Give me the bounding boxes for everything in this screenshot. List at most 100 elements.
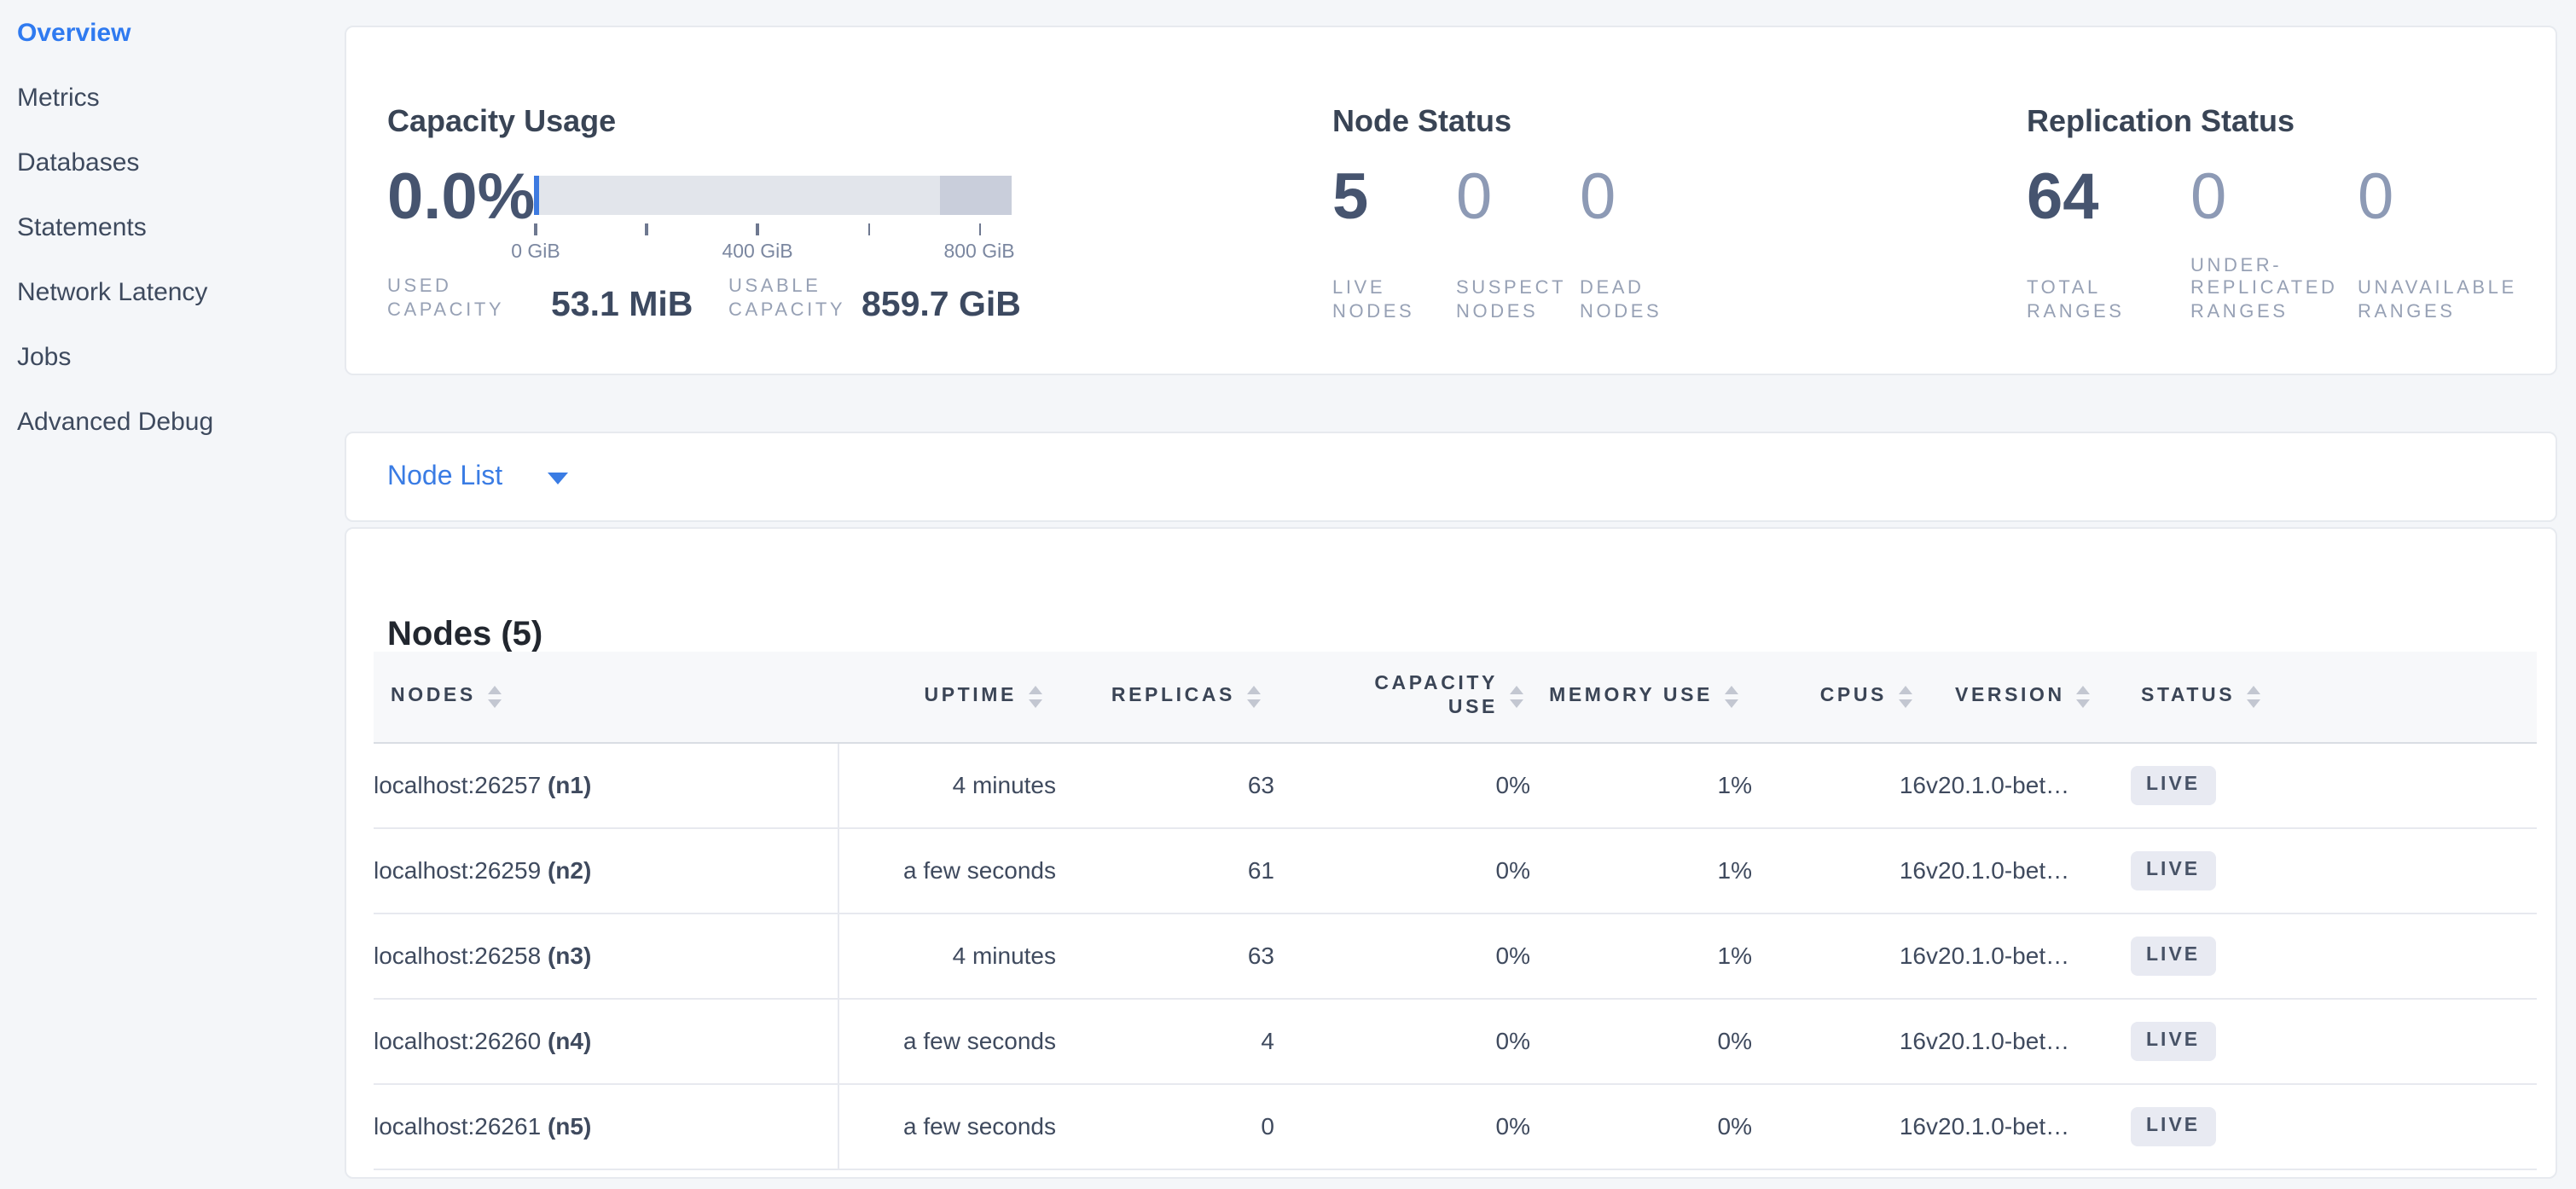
column-header-capacity-use[interactable]: CAPACITY USE	[1274, 652, 1530, 743]
replicas-cell: 0	[1056, 1083, 1274, 1169]
cpus-cell: 16	[1752, 913, 1926, 999]
node-id: (n3)	[547, 942, 592, 969]
cpus-cell: 16	[1752, 1083, 1926, 1169]
sidebar-item-overview[interactable]: Overview	[0, 0, 345, 65]
column-header-replicas[interactable]: REPLICAS	[1056, 652, 1274, 743]
node-address-cell[interactable]: localhost:26257 (n1)	[374, 742, 838, 828]
suspect-nodes-value: 0	[1456, 162, 1493, 234]
memory-use-cell: 1%	[1530, 742, 1752, 828]
sort-arrows-icon	[487, 686, 502, 707]
sidebar-item-jobs[interactable]: Jobs	[0, 324, 345, 389]
table-row: localhost:26257 (n1) 4 minutes 63 0% 1% …	[374, 742, 2537, 828]
sidebar-item-databases[interactable]: Databases	[0, 130, 345, 194]
node-host: localhost:26259	[374, 856, 542, 884]
capacity-use-cell: 0%	[1274, 998, 1530, 1084]
nodes-table-title: Nodes (5)	[387, 615, 543, 653]
total-ranges-stat: 64 TOTAL RANGES	[2027, 162, 2190, 324]
node-address-cell[interactable]: localhost:26259 (n2)	[374, 827, 838, 914]
node-list-dropdown[interactable]: Node List	[387, 461, 568, 492]
column-header-nodes[interactable]: NODES	[374, 652, 838, 743]
uptime-cell: 4 minutes	[837, 913, 1056, 999]
capacity-gauge-other-segment	[940, 176, 1012, 215]
memory-use-cell: 0%	[1530, 1083, 1752, 1169]
status-badge: LIVE	[2131, 765, 2216, 804]
table-row: localhost:26260 (n4) a few seconds 4 0% …	[374, 998, 2537, 1084]
uptime-cell: a few seconds	[837, 998, 1056, 1084]
capacity-use-cell: 0%	[1274, 913, 1530, 999]
capacity-use-cell: 0%	[1274, 827, 1530, 914]
version-cell: v20.1.0-bet…	[1926, 742, 2131, 828]
version-cell: v20.1.0-bet…	[1926, 913, 2131, 999]
sidebar-item-label: Jobs	[17, 342, 72, 371]
live-nodes-stat: 5 LIVE NODES	[1332, 162, 1456, 324]
sidebar-item-network-latency[interactable]: Network Latency	[0, 259, 345, 324]
memory-use-cell: 0%	[1530, 998, 1752, 1084]
capacity-used-percent: 0.0%	[387, 162, 536, 234]
cluster-summary-card: Capacity Usage 0.0% 0 GiB 400 GiB 800 Gi…	[345, 26, 2557, 375]
uptime-cell: a few seconds	[837, 827, 1056, 914]
version-cell: v20.1.0-bet…	[1926, 827, 2131, 914]
node-status-stats: 5 LIVE NODES 0 SUSPECT NODES 0 DEAD NODE…	[1332, 162, 1679, 324]
live-nodes-value: 5	[1332, 162, 1369, 234]
cpus-cell: 16	[1752, 827, 1926, 914]
version-cell: v20.1.0-bet…	[1926, 1083, 2131, 1169]
uptime-cell: 4 minutes	[837, 742, 1056, 828]
status-cell: LIVE	[2131, 998, 2537, 1084]
chevron-down-icon	[547, 473, 568, 484]
column-header-uptime[interactable]: UPTIME	[838, 652, 1056, 743]
capacity-gauge-track	[534, 176, 1012, 215]
uptime-cell: a few seconds	[837, 1083, 1056, 1169]
used-capacity-value: 53.1 MiB	[551, 285, 693, 324]
sidebar-item-label: Network Latency	[17, 277, 208, 306]
sidebar-item-statements[interactable]: Statements	[0, 194, 345, 259]
sort-arrows-icon	[1247, 686, 1261, 707]
sidebar-item-label: Statements	[17, 212, 147, 241]
sort-arrows-icon	[1029, 686, 1042, 707]
axis-tick	[867, 223, 870, 235]
replicas-cell: 61	[1056, 827, 1274, 914]
sort-arrows-icon	[2247, 686, 2261, 707]
node-list-dropdown-label: Node List	[387, 461, 503, 490]
node-id: (n4)	[547, 1027, 592, 1054]
node-host: localhost:26261	[374, 1112, 542, 1140]
column-header-cpus[interactable]: CPUS	[1752, 652, 1926, 743]
node-address-cell[interactable]: localhost:26258 (n3)	[374, 913, 838, 999]
capacity-gauge: 0 GiB 400 GiB 800 GiB	[511, 176, 1015, 263]
capacity-usage-title: Capacity Usage	[387, 104, 617, 138]
status-badge: LIVE	[2131, 1106, 2216, 1146]
status-cell: LIVE	[2131, 827, 2537, 914]
replicas-cell: 63	[1056, 913, 1274, 999]
sidebar-item-label: Metrics	[17, 83, 100, 112]
status-cell: LIVE	[2131, 913, 2537, 999]
node-address-cell[interactable]: localhost:26261 (n5)	[374, 1083, 838, 1169]
view-selector-card: Node List	[345, 432, 2557, 522]
column-header-version[interactable]: VERSION	[1926, 652, 2131, 743]
status-cell: LIVE	[2131, 1083, 2537, 1169]
column-header-memory-use[interactable]: MEMORY USE	[1530, 652, 1752, 743]
under-replicated-ranges-value: 0	[2190, 162, 2227, 234]
table-row: localhost:26259 (n2) a few seconds 61 0%…	[374, 827, 2537, 914]
nodes-table-card: Nodes (5) NODES UPTIME REPLICAS	[345, 527, 2557, 1179]
usable-capacity-value: 859.7 GiB	[862, 285, 1021, 324]
dead-nodes-stat: 0 DEAD NODES	[1580, 162, 1679, 324]
replicas-cell: 63	[1056, 742, 1274, 828]
table-row: localhost:26261 (n5) a few seconds 0 0% …	[374, 1083, 2537, 1169]
status-badge: LIVE	[2131, 1021, 2216, 1060]
node-id: (n5)	[547, 1112, 592, 1140]
sidebar-item-advanced-debug[interactable]: Advanced Debug	[0, 389, 345, 454]
sidebar-item-metrics[interactable]: Metrics	[0, 65, 345, 130]
cpus-cell: 16	[1752, 742, 1926, 828]
sort-arrows-icon	[1899, 686, 1912, 707]
sidebar: Overview Metrics Databases Statements Ne…	[0, 0, 345, 454]
node-address-cell[interactable]: localhost:26260 (n4)	[374, 998, 838, 1084]
table-row: localhost:26258 (n3) 4 minutes 63 0% 1% …	[374, 913, 2537, 999]
sort-arrows-icon	[1725, 686, 1738, 707]
dead-nodes-label: DEAD NODES	[1580, 278, 1662, 322]
axis-tick-label: 0 GiB	[511, 242, 560, 263]
axis-tick-label: 400 GiB	[722, 242, 793, 263]
column-header-status[interactable]: STATUS	[2131, 652, 2537, 743]
unavailable-ranges-value: 0	[2358, 162, 2394, 234]
node-host: localhost:26257	[374, 771, 542, 798]
node-id: (n1)	[547, 771, 592, 798]
axis-tick	[645, 223, 647, 235]
